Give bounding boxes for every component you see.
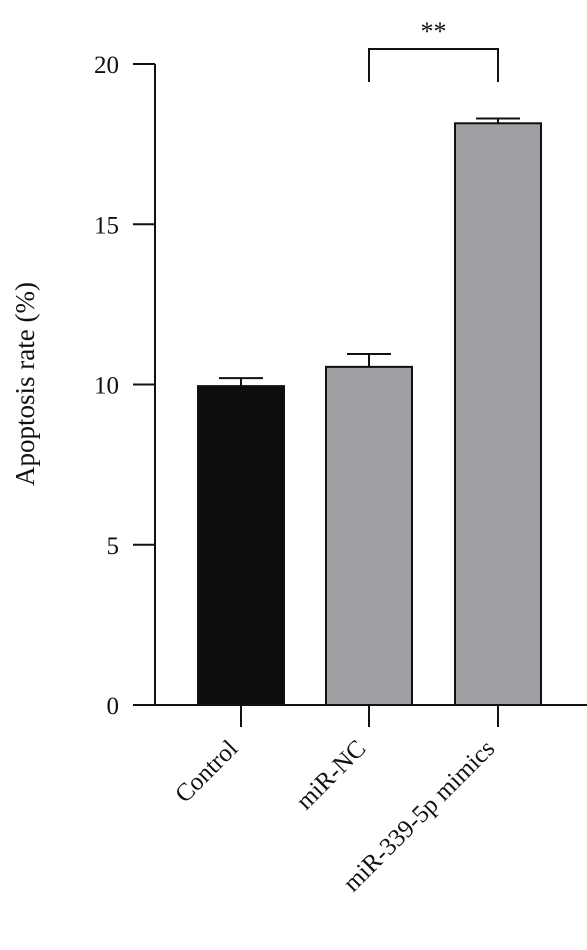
y-tick-label: 15 xyxy=(94,212,119,239)
y-axis: 0 5 10 15 20 xyxy=(94,52,156,720)
x-tick-label: Control xyxy=(170,735,243,808)
bar xyxy=(197,385,285,706)
bar xyxy=(325,365,413,706)
bars xyxy=(197,122,542,707)
y-tick-label: 20 xyxy=(94,52,119,79)
y-tick-label: 5 xyxy=(107,533,120,560)
error-bar xyxy=(219,377,263,387)
y-tick-label: 0 xyxy=(107,693,120,720)
error-bars xyxy=(219,117,520,387)
significance-line xyxy=(368,48,499,82)
error-bar xyxy=(347,353,391,367)
significance-bracket: ** xyxy=(368,17,499,82)
significance-label: ** xyxy=(421,17,447,46)
y-axis-label: Apoptosis rate (%) xyxy=(10,282,40,486)
error-bar xyxy=(476,117,520,124)
y-tick-label: 10 xyxy=(94,373,119,400)
x-tick-label: miR-NC xyxy=(291,735,371,815)
bar xyxy=(454,122,542,707)
